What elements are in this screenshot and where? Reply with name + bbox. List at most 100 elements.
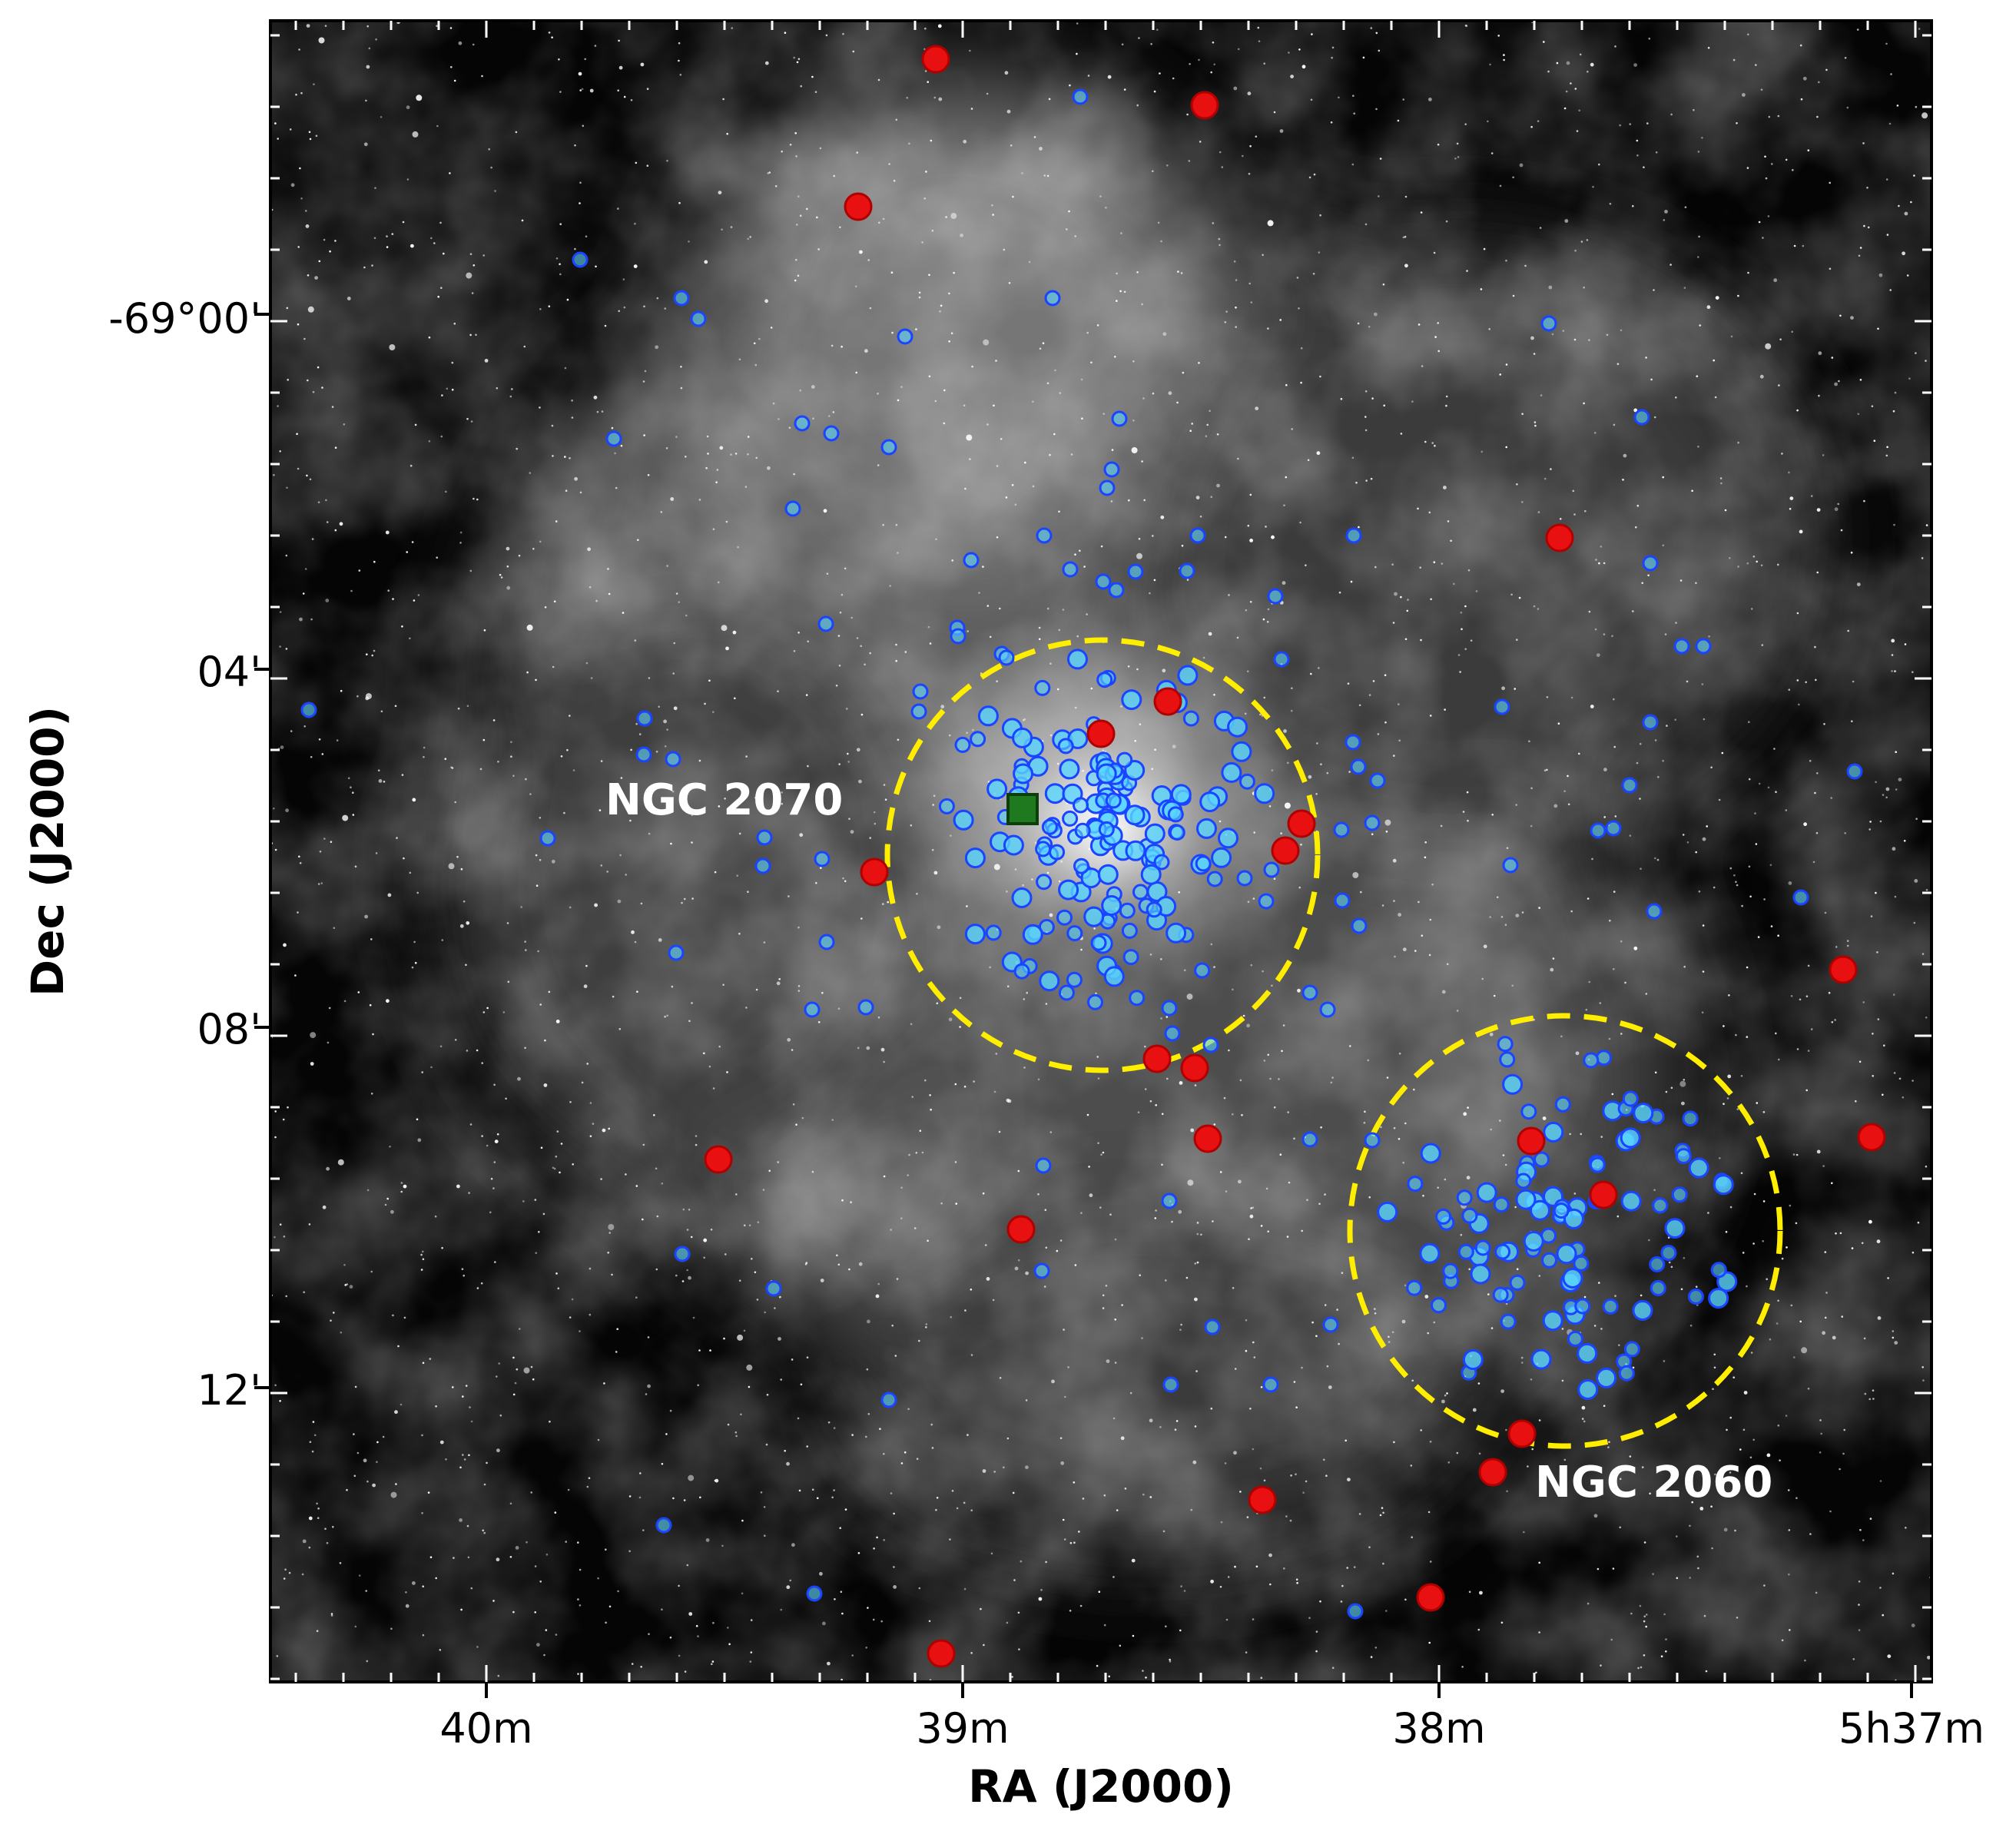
star xyxy=(925,1326,927,1328)
star xyxy=(1619,1526,1621,1529)
star xyxy=(592,1123,595,1125)
star xyxy=(1219,820,1222,823)
star xyxy=(1058,880,1061,883)
star xyxy=(1863,1337,1866,1340)
star xyxy=(883,784,886,786)
star xyxy=(463,1274,465,1277)
star xyxy=(1199,141,1202,143)
blue-star-marker xyxy=(1541,1252,1557,1269)
star xyxy=(1301,1229,1303,1232)
blue-star-marker xyxy=(1633,409,1650,426)
blue-star-marker xyxy=(1556,1243,1577,1265)
star xyxy=(1368,1196,1371,1199)
star xyxy=(940,304,943,307)
star xyxy=(918,291,921,294)
star xyxy=(943,422,946,425)
star xyxy=(831,344,834,347)
star xyxy=(1740,1172,1743,1175)
star xyxy=(1313,173,1316,176)
star xyxy=(586,1485,589,1488)
star xyxy=(1119,290,1122,293)
star xyxy=(1252,1618,1255,1620)
blue-star-marker xyxy=(1196,818,1217,839)
star xyxy=(1202,656,1205,659)
star xyxy=(1386,1076,1389,1079)
star xyxy=(655,1268,658,1271)
star xyxy=(642,1529,645,1531)
star xyxy=(880,1620,883,1623)
star xyxy=(587,547,591,552)
star xyxy=(1697,446,1699,448)
star xyxy=(1729,1416,1732,1419)
star xyxy=(457,707,460,710)
blue-star-marker xyxy=(1066,925,1083,942)
star xyxy=(1869,821,1872,823)
star xyxy=(927,1239,929,1242)
star xyxy=(1239,1079,1242,1082)
star xyxy=(1291,428,1293,430)
star xyxy=(1245,1349,1248,1352)
star xyxy=(308,1223,311,1226)
blue-star-marker xyxy=(1602,1298,1619,1315)
star xyxy=(1588,610,1591,613)
star xyxy=(1310,672,1312,675)
star xyxy=(678,1584,680,1587)
star xyxy=(1160,1017,1162,1020)
star xyxy=(851,1434,854,1436)
star xyxy=(1186,113,1189,116)
star xyxy=(1737,294,1739,297)
star xyxy=(1712,1388,1714,1391)
star xyxy=(611,1273,613,1276)
star xyxy=(1152,170,1154,173)
star xyxy=(1347,682,1350,685)
star xyxy=(1636,139,1639,142)
star xyxy=(1466,270,1468,272)
star xyxy=(313,1434,317,1437)
star xyxy=(1434,336,1437,338)
star xyxy=(1902,251,1906,256)
star xyxy=(1500,1621,1504,1624)
blue-star-marker xyxy=(1620,1190,1642,1212)
star xyxy=(530,1365,533,1368)
star xyxy=(1224,536,1227,539)
star xyxy=(1523,1531,1525,1534)
blue-star-marker xyxy=(1664,1218,1686,1239)
star xyxy=(325,599,330,602)
star xyxy=(510,741,512,743)
star xyxy=(481,75,483,78)
star xyxy=(751,1258,753,1260)
star xyxy=(1788,881,1792,885)
star xyxy=(416,891,419,894)
star xyxy=(721,1544,724,1547)
star xyxy=(1888,122,1892,125)
star xyxy=(1542,1116,1547,1120)
star xyxy=(466,1050,469,1052)
star xyxy=(842,32,844,35)
star xyxy=(1424,1295,1429,1299)
star xyxy=(966,731,968,735)
blue-star-marker xyxy=(1646,903,1663,920)
star xyxy=(799,214,802,217)
star xyxy=(851,1654,854,1657)
star xyxy=(640,1666,642,1668)
blue-star-marker xyxy=(950,628,967,645)
star xyxy=(1598,562,1600,565)
star xyxy=(1820,1432,1822,1435)
star xyxy=(1691,489,1693,493)
star xyxy=(1088,848,1091,851)
star xyxy=(344,1284,347,1286)
star xyxy=(493,1161,496,1163)
star xyxy=(494,1139,499,1143)
star xyxy=(1894,1341,1898,1345)
star xyxy=(441,1246,443,1249)
star xyxy=(1401,1319,1406,1324)
star xyxy=(758,337,761,340)
star xyxy=(1662,544,1665,547)
star xyxy=(937,24,942,28)
blue-star-marker xyxy=(1673,638,1690,655)
star xyxy=(534,1199,537,1201)
star xyxy=(1852,1658,1855,1660)
star xyxy=(1265,526,1267,528)
star xyxy=(619,854,622,857)
star xyxy=(597,1577,599,1580)
